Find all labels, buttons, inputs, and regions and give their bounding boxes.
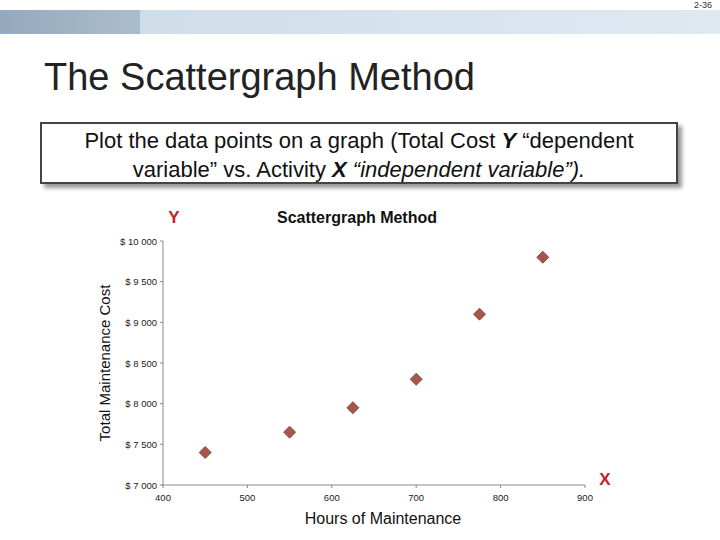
y-tick (160, 241, 163, 242)
x-symbol: X (599, 470, 611, 489)
x-tick (416, 485, 417, 488)
y-tick (160, 281, 163, 282)
x-tick (163, 485, 164, 488)
data-point (347, 402, 359, 414)
y-tick-label: $ 9 000 (125, 317, 157, 328)
y-tick-label: $ 7 000 (125, 480, 157, 491)
x-tick-label: 500 (239, 492, 255, 503)
data-point (284, 426, 296, 438)
x-axis-line (163, 485, 585, 486)
chart-title: Scattergraph Method (277, 209, 437, 226)
chart: $ 7 000 $ 7 500 $ 8 000 $ 8 500 $ 9 000 $ 9 5… (0, 0, 720, 540)
data-point (199, 446, 211, 458)
y-tick (160, 403, 163, 404)
slide-title: The Scattergraph Method (44, 56, 475, 99)
box-text: X (332, 157, 347, 182)
data-point (537, 251, 549, 263)
y-tick-label: $ 8 500 (125, 358, 157, 369)
y-tick-label: $ 9 500 (125, 276, 157, 287)
x-tick (331, 485, 332, 488)
y-axis-label: Total Maintenance Cost (96, 284, 113, 442)
data-point (410, 373, 422, 385)
y-symbol: Y (168, 208, 180, 227)
points (199, 251, 549, 458)
x-tick-label: 600 (324, 492, 340, 503)
y-tick (160, 363, 163, 364)
y-tick-label: $ 7 500 (125, 439, 157, 450)
box-text: “independent variable”). (347, 157, 585, 182)
data-point (474, 308, 486, 320)
x-tick (500, 485, 501, 488)
x-tick-label: 400 (155, 492, 171, 503)
box-text: Y (501, 128, 516, 153)
y-tick (160, 444, 163, 445)
x-axis-label: Hours of Maintenance (305, 510, 462, 527)
header-bar-accent (0, 10, 140, 34)
x-tick (247, 485, 248, 488)
x-tick-label: 800 (493, 492, 509, 503)
instruction-box: Plot the data points on a graph (Total C… (40, 122, 678, 184)
y-tick-label: $ 10 000 (120, 236, 157, 247)
page-number: 2-36 (694, 0, 712, 10)
y-tick (160, 322, 163, 323)
box-text: Plot the data points on a graph (Total C… (84, 128, 501, 153)
y-tick-label: $ 8 000 (125, 398, 157, 409)
x-tick (585, 485, 586, 488)
x-tick-label: 700 (408, 492, 424, 503)
x-tick-label: 900 (577, 492, 593, 503)
